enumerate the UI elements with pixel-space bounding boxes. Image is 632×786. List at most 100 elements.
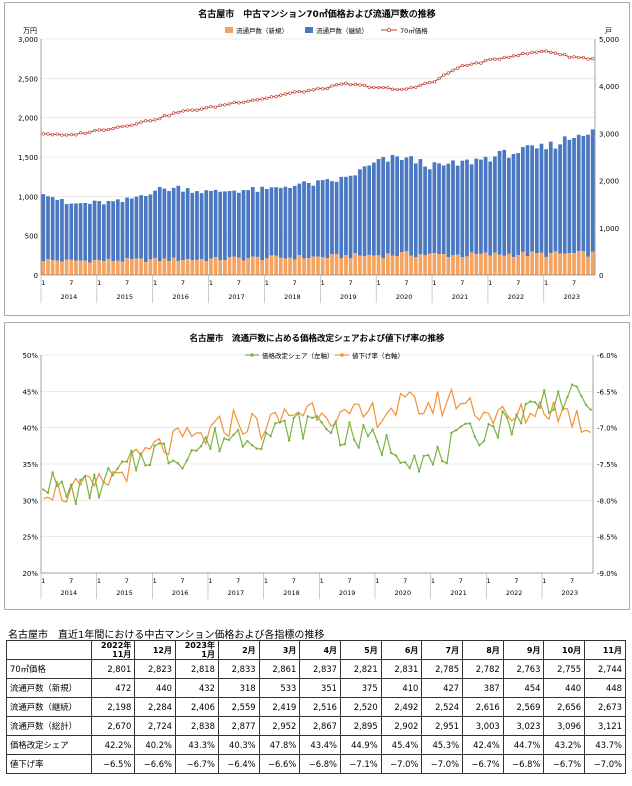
price-point [55,132,59,136]
table-cell: 2,782 [462,659,504,679]
left-tick-label: 1,500 [18,154,38,162]
x-month-label: 1 [376,279,380,287]
share-point [250,443,254,447]
price-point [525,52,530,56]
bar-new [520,251,525,275]
bar-new [474,254,479,275]
x-month-label: 1 [488,279,492,287]
share-point [102,480,105,484]
price-point [581,55,585,60]
right-tick-label: -9.0% [597,570,618,578]
column-year: 2022年 [101,641,132,650]
price-point [414,85,418,89]
bar-new [432,253,437,275]
chart-title: 名古屋市 流通戸数に占める価格改定シェアおよび値下げ率の推移 [189,333,445,344]
table-cell: 2,801 [91,659,136,679]
bar-new [451,255,455,275]
row-label: 流通戸数（新規） [5,678,93,698]
table-cell: 3,023 [502,716,545,736]
x-year-label: 2018 [284,293,301,301]
table-cell: 2,818 [174,659,219,679]
price-point [279,93,283,97]
x-month-label: 7 [516,279,520,287]
table-corner [5,640,93,660]
bar-continuing [288,187,292,258]
share-line [42,383,592,505]
chart-title: 名古屋市 中古マンション70㎡価格および流通戸数の推移 [198,8,436,20]
bar-new [558,253,562,275]
table-cell: 2,831 [380,659,423,679]
x-month-label: 1 [542,577,546,585]
bar-continuing [311,185,316,257]
price-point [65,133,69,137]
table-cell: 40.2% [134,735,176,755]
right-tick-label: 0 [599,272,603,280]
bar-new [69,259,74,275]
share-point [394,454,398,457]
price-point [46,132,50,136]
x-year-label: 2017 [228,293,245,301]
bar-continuing [409,156,413,256]
bar-new [185,259,190,275]
x-month-label: 7 [570,577,574,585]
column-month: 2月 [242,645,256,655]
share-point [148,463,152,467]
bar-continuing [213,189,218,258]
table-cell: 2,569 [502,697,545,717]
bar-continuing [129,198,134,260]
table-cell: −6.4% [217,754,260,774]
share-point [292,416,296,420]
price-point [134,122,139,126]
share-point [218,449,221,453]
bar-continuing [250,187,255,257]
share-point [60,480,64,483]
x-month-label: 1 [153,577,157,585]
left-tick-label: 2,500 [18,75,38,83]
bar-new [236,257,241,275]
bar-continuing [292,185,297,260]
x-month-label: 7 [236,577,240,585]
price-point [479,61,483,65]
bar-new [530,251,535,275]
bar-new [316,256,320,275]
bar-continuing [441,165,446,255]
bar-continuing [55,199,60,261]
table-cell: −7.0% [380,754,423,774]
price-point [432,80,436,84]
share-point [83,475,87,478]
x-month-label: 1 [375,577,379,585]
price-point [237,101,241,105]
x-year-label: 2016 [172,293,189,301]
price-point [558,53,562,57]
price-point [269,95,274,99]
bar-new [320,256,325,275]
x-month-label: 7 [180,577,184,585]
price-cut-line [43,387,591,503]
share-point [223,437,226,440]
price-point [511,54,516,58]
share-point [185,458,189,462]
price-point [195,108,199,112]
share-point [264,431,268,434]
right-tick-label: -7.0% [597,425,618,433]
price-point [335,83,339,87]
bar-continuing [209,190,213,259]
share-point [325,427,328,431]
price-point [74,133,78,137]
legend-marker [387,28,391,32]
bar-continuing [111,201,116,262]
price-point [423,81,427,86]
column-month: 3月 [282,645,297,655]
bar-new [181,260,185,275]
share-point [311,416,314,420]
bar-continuing [50,197,55,260]
share-point [236,428,240,432]
share-point [570,383,574,386]
bar-continuing [241,190,246,261]
table-cell: 3,003 [462,716,504,736]
bar-continuing [344,176,348,255]
column-month: 9月 [526,645,541,655]
table-cell: 375 [340,678,382,698]
bar-continuing [562,136,567,254]
price-point [400,87,404,92]
